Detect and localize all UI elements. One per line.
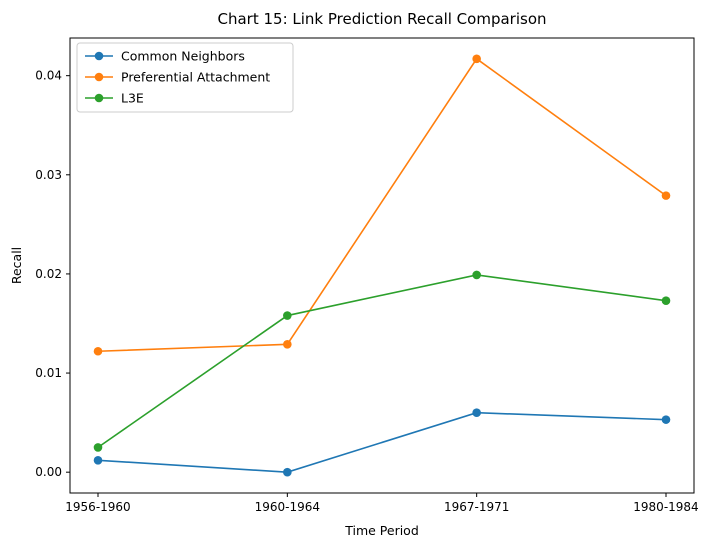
x-tick-label: 1960-1964	[255, 500, 320, 514]
legend-marker	[94, 72, 104, 82]
legend-label: L3E	[121, 91, 144, 106]
data-point	[283, 340, 292, 349]
data-point	[661, 191, 671, 200]
x-axis: 1956-1960 1960-1964 1967-1971 1980-1984	[65, 493, 699, 514]
y-tick-label: 0.00	[35, 465, 62, 479]
series-layer	[93, 54, 671, 477]
y-tick-label: 0.03	[35, 168, 62, 182]
y-tick-label: 0.04	[35, 69, 62, 83]
data-point	[93, 443, 103, 452]
data-point	[283, 467, 292, 477]
chart-title: Chart 15: Link Prediction Recall Compari…	[218, 10, 547, 28]
legend-marker	[94, 51, 104, 61]
x-axis-label: Time Period	[344, 523, 419, 538]
y-tick-label: 0.02	[35, 267, 62, 281]
data-point	[661, 415, 671, 424]
plot-frame	[69, 37, 695, 494]
legend-box	[76, 42, 294, 113]
data-point	[472, 408, 481, 418]
legend-marker	[94, 93, 104, 103]
data-point	[283, 311, 292, 320]
x-tick-label: 1980-1984	[633, 500, 698, 514]
y-axis: 0.00 0.01 0.02 0.03 0.04	[35, 69, 70, 479]
y-axis-label: Recall	[9, 247, 24, 284]
legend-label: Common Neighbors	[121, 49, 245, 64]
x-tick-label: 1956-1960	[65, 500, 130, 514]
x-tick-label: 1967-1971	[444, 500, 509, 514]
y-tick-label: 0.01	[35, 366, 62, 380]
series-line	[97, 274, 667, 449]
data-point	[93, 346, 103, 356]
legend: Common Neighbors Preferential Attachment L…	[76, 42, 294, 113]
data-point	[472, 54, 481, 64]
data-point	[661, 296, 671, 305]
legend-label: Preferential Attachment	[121, 70, 270, 85]
series-line	[97, 57, 667, 353]
series-line	[97, 411, 667, 473]
data-point	[93, 455, 103, 465]
data-point	[472, 270, 481, 280]
